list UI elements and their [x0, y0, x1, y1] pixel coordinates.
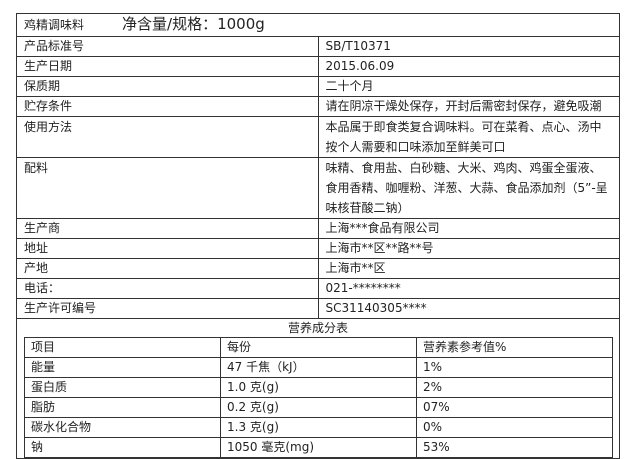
nutrient-nrv: 0%: [416, 417, 613, 438]
nutrition-row: 蛋白质 1.0 克(g) 2%: [24, 377, 613, 398]
nutrient-amount: 1050 毫克(mg): [220, 437, 417, 458]
row-label: 地址: [17, 238, 319, 259]
info-row: 生产日期 2015.06.09: [17, 56, 619, 77]
row-label: 配料: [17, 157, 319, 219]
row-value: 二十个月: [317, 76, 619, 97]
column-header: 项目: [24, 337, 221, 358]
info-row: 使用方法 本品属于即食类复合调味料。可在菜肴、点心、汤中按个人需要和口味添加至鲜美…: [17, 116, 619, 158]
net-content: 净含量/规格：1000g: [122, 15, 265, 33]
info-row: 保质期 二十个月: [17, 76, 619, 97]
nutrition-row: 钠 1050 毫克(mg) 53%: [24, 437, 613, 458]
row-value: SC31140305****: [317, 298, 619, 319]
nutrient-name: 钠: [24, 437, 221, 458]
row-value: 上海市**区**路**号: [317, 238, 619, 259]
info-row: 电话： 021-********: [17, 278, 619, 299]
nutrient-nrv: 07%: [416, 397, 613, 418]
nutrition-table: 项目 每份 营养素参考值% 能量 47 千焦（kJ） 1% 蛋白质 1.0 克(g) 2…: [24, 337, 613, 458]
info-row: 配料 味精、食用盐、白砂糖、大米、鸡肉、鸡蛋全蛋液、食用香精、咖喱粉、洋葱、大蒜、…: [17, 157, 619, 219]
row-value: 2015.06.09: [317, 56, 619, 77]
row-value: 上海市**区: [317, 258, 619, 279]
info-row: 地址 上海市**区**路**号: [17, 238, 619, 259]
row-label: 贮存条件: [17, 96, 319, 117]
row-label: 生产商: [17, 218, 319, 239]
info-row: 生产许可编号 SC31140305****: [17, 298, 619, 319]
row-label: 保质期: [17, 76, 319, 97]
row-value: 上海***食品有限公司: [317, 218, 619, 239]
row-value: 021-********: [317, 278, 619, 299]
nutrient-name: 蛋白质: [24, 377, 221, 398]
info-row: 产地 上海市**区: [17, 258, 619, 279]
nutrition-row: 能量 47 千焦（kJ） 1%: [24, 357, 613, 378]
row-label: 生产许可编号: [17, 298, 319, 319]
nutrient-amount: 1.3 克(g): [220, 417, 417, 438]
info-row: 生产商 上海***食品有限公司: [17, 218, 619, 239]
info-row: 产品标准号 SB/T10371: [17, 36, 619, 57]
header-row: 鸡精调味料 净含量/规格：1000g: [17, 14, 619, 37]
row-value: 本品属于即食类复合调味料。可在菜肴、点心、汤中按个人需要和口味添加至鲜美可口: [317, 116, 619, 158]
nutrient-nrv: 2%: [416, 377, 613, 398]
row-value: 味精、食用盐、白砂糖、大米、鸡肉、鸡蛋全蛋液、食用香精、咖喱粉、洋葱、大蒜、食品…: [317, 157, 619, 219]
row-label: 产品标准号: [17, 36, 319, 57]
nutrient-name: 碳水化合物: [24, 417, 221, 438]
column-header: 每份: [220, 337, 417, 358]
nutrient-name: 脂肪: [24, 397, 221, 418]
column-header: 营养素参考值%: [416, 337, 613, 358]
nutrient-nrv: 1%: [416, 357, 613, 378]
nutrient-name: 能量: [24, 357, 221, 378]
row-value: SB/T10371: [317, 36, 619, 57]
nutrition-row: 脂肪 0.2 克(g) 07%: [24, 397, 613, 418]
row-label: 生产日期: [17, 56, 319, 77]
nutrient-nrv: 53%: [416, 437, 613, 458]
nutrient-amount: 47 千焦（kJ）: [220, 357, 417, 378]
nutrition-header-row: 项目 每份 营养素参考值%: [24, 337, 613, 358]
row-value: 请在阴凉干燥处保存，开封后需密封保存，避免吸潮: [317, 96, 619, 117]
nutrition-title: 营养成分表: [287, 321, 348, 335]
nutrient-amount: 1.0 克(g): [220, 377, 417, 398]
nutrient-amount: 0.2 克(g): [220, 397, 417, 418]
nutrition-row: 碳水化合物 1.3 克(g) 0%: [24, 417, 613, 438]
product-label-table: 鸡精调味料 净含量/规格：1000g 产品标准号 SB/T10371 生产日期 201…: [16, 13, 620, 459]
row-label: 产地: [17, 258, 319, 279]
info-row: 贮存条件 请在阴凉干燥处保存，开封后需密封保存，避免吸潮: [17, 96, 619, 117]
row-label: 电话：: [17, 278, 319, 299]
product-name: 鸡精调味料: [24, 18, 85, 32]
row-label: 使用方法: [17, 116, 319, 158]
